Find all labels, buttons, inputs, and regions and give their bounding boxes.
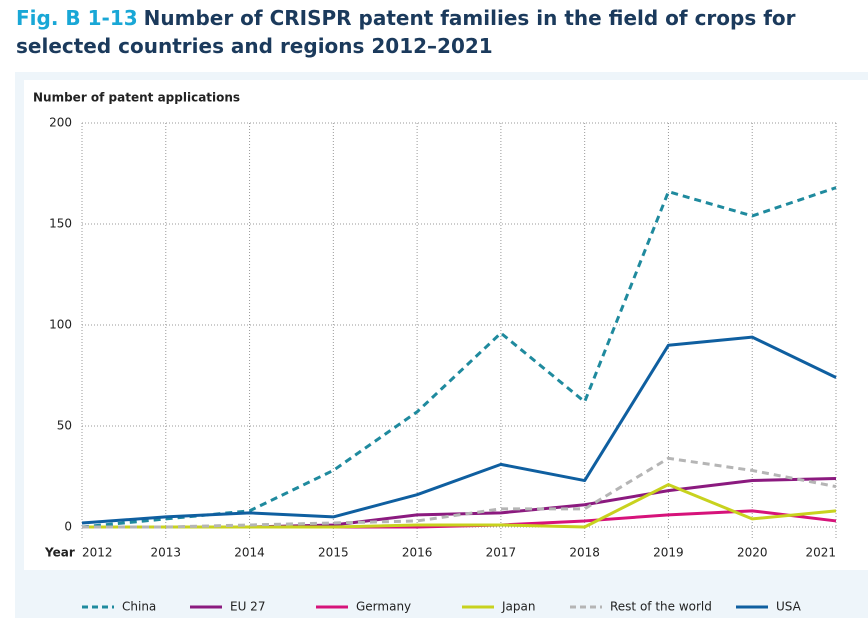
legend-label: China — [122, 600, 156, 614]
x-tick-label: 2020 — [737, 546, 768, 560]
series-line — [81, 335, 837, 525]
legend-label: USA — [776, 600, 802, 614]
x-tick-label: 2012 — [82, 546, 113, 560]
title: Fig. B 1-13 Number of CRISPR patent famil… — [16, 4, 856, 60]
figure-label: Fig. B 1-13 — [16, 6, 138, 30]
y-axis-label: Number of patent applications — [33, 91, 240, 105]
x-tick-label: 2014 — [234, 546, 265, 560]
legend-label: Japan — [501, 600, 535, 614]
x-tick-label: 2016 — [402, 546, 433, 560]
legend-label: Germany — [356, 600, 411, 614]
series-line — [82, 456, 837, 529]
y-tick-label: 50 — [57, 419, 72, 433]
x-tick-label: 2017 — [486, 546, 517, 560]
x-axis-label: Year — [44, 546, 75, 560]
legend-label: Rest of the world — [610, 600, 712, 614]
y-tick-label: 200 — [49, 116, 72, 130]
x-tick-label: 2019 — [653, 546, 684, 560]
x-tick-label: 2018 — [569, 546, 600, 560]
legend-label: EU 27 — [230, 600, 265, 614]
y-tick-label: 100 — [49, 318, 72, 332]
x-tick-label: 2015 — [318, 546, 349, 560]
x-tick-label: 2013 — [151, 546, 182, 560]
y-tick-label: 150 — [49, 217, 72, 231]
y-tick-label: 0 — [64, 520, 72, 534]
chart-title: Number of CRISPR patent families in the … — [16, 6, 796, 58]
x-tick-label: 2021 — [805, 546, 836, 560]
